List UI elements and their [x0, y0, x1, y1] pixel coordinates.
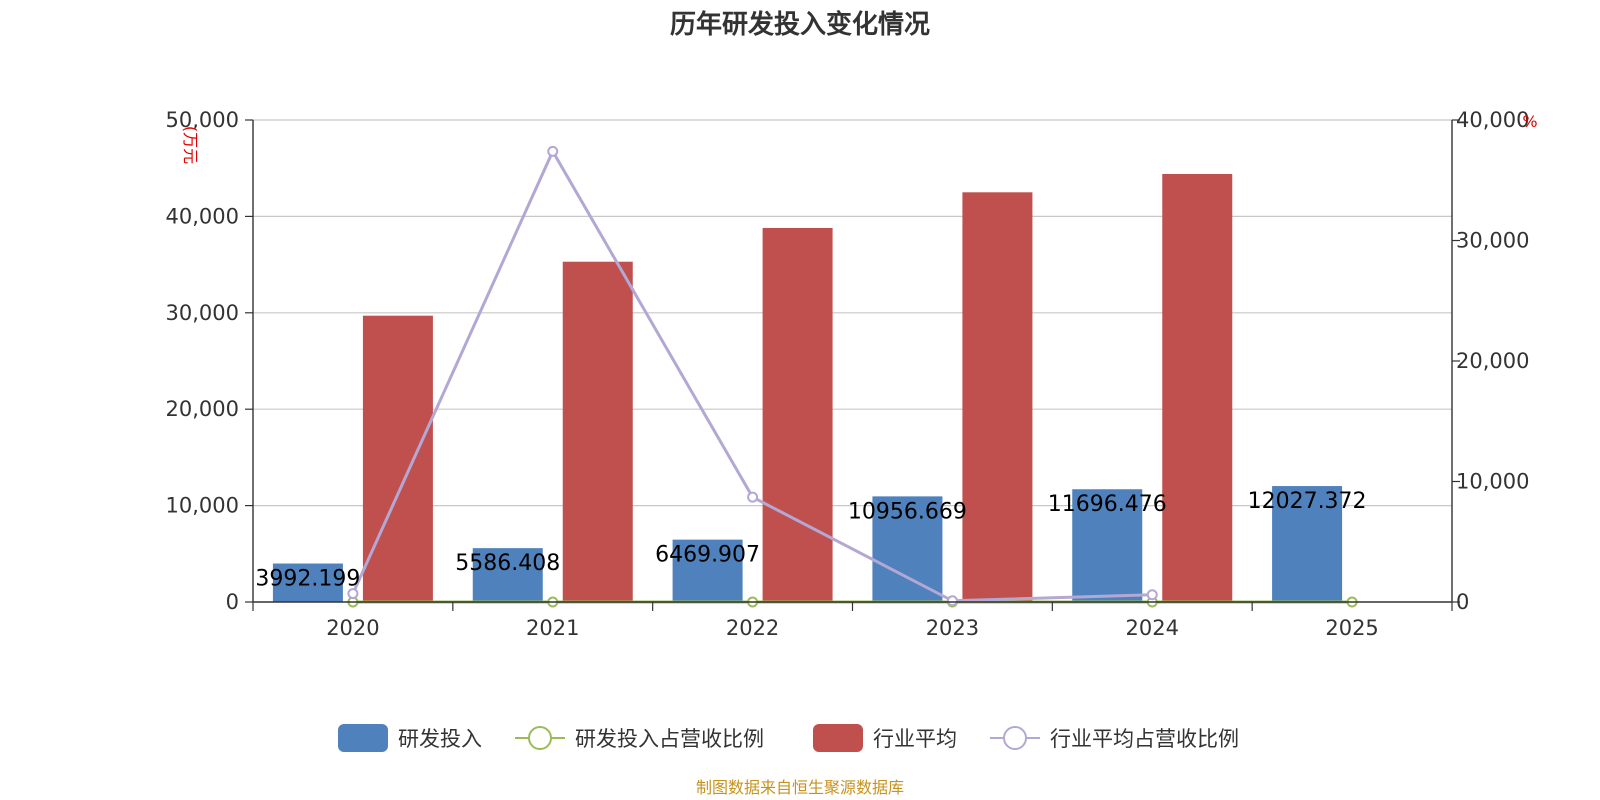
left-axis-tick-label: 30,000 [166, 301, 239, 325]
bar [672, 539, 743, 602]
bar [562, 261, 633, 602]
left-axis-tick-label: 0 [226, 590, 239, 614]
right-axis-tick-label: 0 [1456, 590, 1469, 614]
x-axis-tick-label: 2020 [326, 616, 379, 640]
chart-title: 历年研发投入变化情况 [670, 9, 930, 40]
legend-swatch [813, 724, 863, 752]
source-note: 制图数据来自恒生聚源数据库 [696, 778, 904, 797]
legend-marker [1003, 726, 1027, 750]
left-axis-tick-label: 20,000 [166, 397, 239, 421]
axes-group: 0 10,000 20,000 30,000 40,000 50,000 0 10,000 20… [166, 108, 1530, 640]
bar [872, 496, 943, 602]
bar-data-label: 10956.669 [848, 499, 967, 524]
bar-data-label: 6469.907 [655, 543, 760, 568]
x-axis-tick-label: 2021 [526, 616, 579, 640]
legend: 研发投入 研发投入占营收比例 行业平均 行业平均占营收比例 [338, 724, 1239, 752]
legend-marker [528, 726, 552, 750]
legend-label: 行业平均 [873, 727, 957, 751]
bar-data-label: 3992.199 [255, 567, 360, 592]
left-axis-tick-label: 10,000 [166, 494, 239, 518]
right-axis-tick-label: 10,000 [1456, 470, 1529, 494]
series-point [747, 491, 759, 503]
bar [1072, 489, 1143, 602]
bar [962, 192, 1033, 603]
bar-data-label: 12027.372 [1248, 489, 1367, 514]
left-axis-tick-label: 50,000 [166, 108, 239, 132]
bar [1162, 173, 1233, 602]
right-axis-tick-label: 30,000 [1456, 229, 1529, 253]
legend-label: 研发投入 [398, 727, 482, 751]
legend-label: 行业平均占营收比例 [1050, 727, 1239, 751]
data-labels-group: 3992.199 5586.408 6469.907 10956.669 11696.4… [255, 489, 1366, 591]
bar [472, 548, 543, 602]
bar-data-label: 5586.408 [455, 551, 560, 576]
series-point [347, 588, 359, 600]
bar [272, 563, 343, 602]
x-axis-tick-label: 2023 [926, 616, 979, 640]
left-axis-unit: (万元 [181, 126, 200, 164]
bar [362, 315, 433, 602]
right-axis-unit: % [1522, 112, 1537, 131]
series-point [1146, 589, 1158, 601]
bar [1272, 486, 1343, 602]
x-axis-tick-label: 2024 [1126, 616, 1179, 640]
grid-lines [253, 119, 1452, 507]
legend-swatch [338, 724, 388, 752]
bar-data-label: 11696.476 [1048, 492, 1167, 517]
right-axis-tick-label: 40,000 [1456, 108, 1529, 132]
bar [762, 227, 833, 602]
bars-group [272, 173, 1343, 603]
left-axis-tick-label: 40,000 [166, 204, 239, 228]
x-axis-tick-label: 2025 [1325, 616, 1378, 640]
right-axis-tick-label: 20,000 [1456, 349, 1529, 373]
series-point [547, 145, 559, 157]
series-point [946, 595, 958, 607]
x-axis-tick-label: 2022 [726, 616, 779, 640]
legend-label: 研发投入占营收比例 [575, 727, 764, 751]
